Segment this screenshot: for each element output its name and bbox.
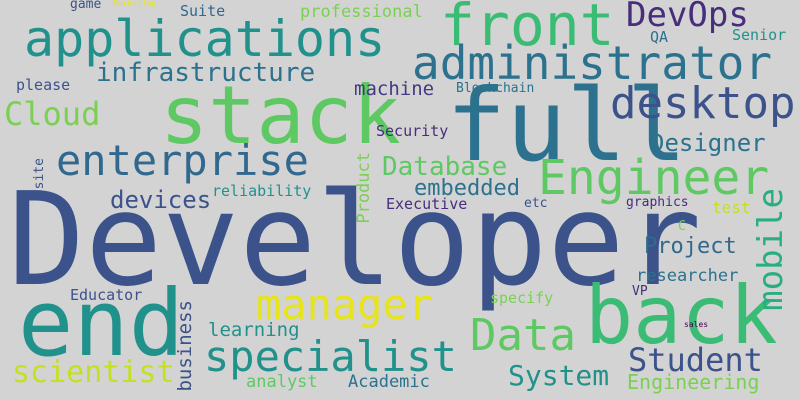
word-end: end: [18, 270, 185, 377]
word-project: Project: [644, 234, 737, 259]
word-full: full: [446, 67, 687, 184]
word-engineer: Engineer: [538, 150, 770, 206]
word-site: site: [32, 158, 47, 190]
word-front: front: [440, 0, 615, 59]
word-researcher: researcher: [636, 266, 739, 286]
word-specialist: specialist: [204, 332, 457, 381]
word-manager: manager: [256, 280, 434, 329]
word-mobile: mobile: [751, 188, 791, 311]
word-system: System: [508, 359, 610, 392]
word-senior: Senior: [732, 26, 787, 44]
word-developer: Developer: [8, 166, 702, 315]
word-cloud: Cloud: [4, 95, 101, 133]
word-back: back: [585, 269, 778, 362]
word-vp: VP: [632, 284, 648, 299]
word-etc: etc: [524, 196, 548, 211]
word-machine: machine: [354, 78, 435, 100]
word-student: Student: [628, 341, 763, 379]
word-sales: sales: [684, 320, 709, 329]
word-data: Data: [470, 310, 576, 361]
word-qa: QA: [650, 28, 669, 46]
word-stack: stack: [160, 69, 401, 162]
word-game: game: [70, 0, 102, 12]
word-scientist: scientist: [12, 355, 175, 390]
word-specify: specify: [490, 289, 554, 307]
word-desktop: desktop: [610, 78, 796, 129]
word-administrator: administrator: [412, 36, 773, 90]
word-educator: Educator: [70, 286, 143, 304]
word-devices: devices: [110, 186, 212, 214]
word-professional: professional: [300, 2, 423, 22]
word-applications: applications: [24, 10, 386, 68]
word-executive: Executive: [386, 195, 468, 213]
word-devops: DevOps: [626, 0, 749, 35]
word-business: business: [174, 300, 196, 392]
word-please: please: [16, 76, 71, 94]
word-analyst: analyst: [246, 372, 318, 392]
word-embedded: embedded: [414, 176, 520, 201]
word-product: Product: [354, 152, 374, 224]
word-enterprise: enterprise: [56, 136, 309, 185]
word-learning: learning: [208, 319, 300, 341]
word-marketing: Marketing: [113, 0, 157, 8]
word-graphics: graphics: [626, 195, 689, 210]
word-security: Security: [376, 122, 449, 140]
word-blockchain: Blockchain: [456, 81, 535, 96]
word-infrastructure: infrastructure: [96, 58, 316, 88]
word-designer: Designer: [650, 129, 766, 157]
word-reliability: reliability: [212, 182, 312, 200]
word-database: Database: [382, 152, 508, 182]
word-test: test: [712, 198, 751, 217]
word-engineering: Engineering: [627, 370, 760, 394]
word-suite: Suite: [180, 2, 226, 20]
word-academic: Academic: [348, 372, 430, 392]
word-c: C: [678, 219, 686, 234]
